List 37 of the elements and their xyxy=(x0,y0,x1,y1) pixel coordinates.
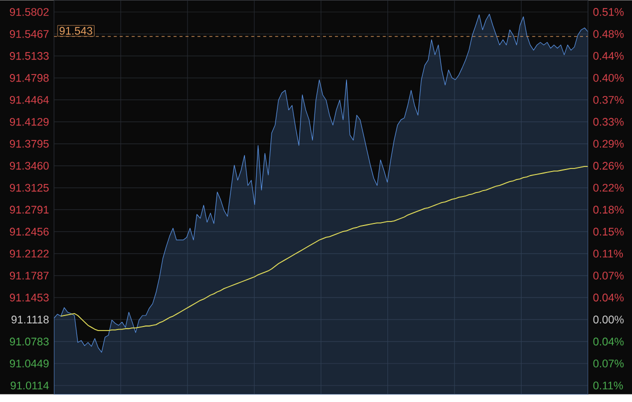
y2-tick-label: 0.48% xyxy=(593,30,624,38)
y2-tick-label: 0.04% xyxy=(593,338,624,346)
y-tick-label: 91.2122 xyxy=(10,250,49,258)
y2-tick-label: 0.29% xyxy=(593,140,624,148)
ref-line-label: 91.543 xyxy=(60,27,92,35)
y-tick-label: 91.5467 xyxy=(10,30,49,38)
y-tick-label: 91.5802 xyxy=(10,8,49,16)
y-tick-label: 91.5133 xyxy=(10,52,49,60)
y2-tick-label: 0.07% xyxy=(593,272,624,280)
y2-tick-label: 0.51% xyxy=(593,8,624,16)
y-tick-label: 91.0114 xyxy=(10,382,49,390)
y2-tick-label: 0.40% xyxy=(593,74,624,82)
y2-tick-label: 0.11% xyxy=(593,382,623,390)
y2-tick-label: 0.26% xyxy=(593,162,624,170)
y2-tick-label: 0.04% xyxy=(593,294,624,302)
y-tick-label: 91.0783 xyxy=(10,338,49,346)
y-tick-label: 91.2791 xyxy=(10,206,49,214)
y-tick-label: 91.2456 xyxy=(10,228,49,236)
y-tick-label: 91.4129 xyxy=(10,118,49,126)
y-tick-label: 91.3795 xyxy=(10,140,49,148)
y-tick-label: 91.4464 xyxy=(10,96,49,104)
y-tick-label: 91.3125 xyxy=(10,184,49,192)
y2-tick-label: 0.33% xyxy=(593,118,624,126)
y-tick-label: 91.1787 xyxy=(10,272,49,280)
y-tick-label: 91.3460 xyxy=(10,162,49,170)
y-tick-label: 91.1118 xyxy=(12,316,49,324)
y2-tick-label: 0.37% xyxy=(593,96,624,104)
y2-tick-label: 0.18% xyxy=(593,206,624,214)
y2-tick-label: 0.44% xyxy=(593,52,624,60)
y-tick-label: 91.0449 xyxy=(10,360,49,368)
y2-tick-label: 0.11% xyxy=(593,250,623,258)
y2-tick-label: 0.07% xyxy=(593,360,624,368)
y2-tick-label: 0.22% xyxy=(593,184,624,192)
y-tick-label: 91.4798 xyxy=(10,74,49,82)
y-tick-label: 91.1453 xyxy=(10,294,49,302)
y2-tick-label: 0.15% xyxy=(593,228,624,236)
y2-tick-label: 0.00% xyxy=(593,316,624,324)
